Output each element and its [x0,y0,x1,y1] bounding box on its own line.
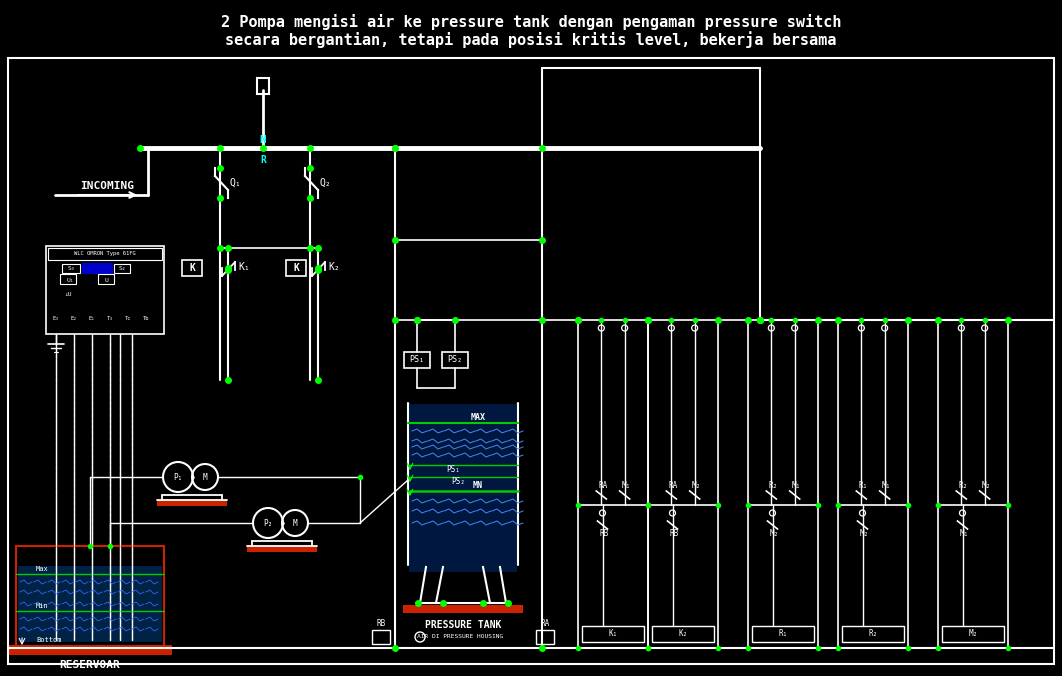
Bar [402,605,523,613]
Text: RB: RB [670,529,679,537]
Text: PS₂: PS₂ [447,356,462,364]
Text: R: R [260,155,266,165]
Text: U: U [104,278,108,283]
Text: RA: RA [541,619,550,627]
Text: S₀: S₀ [67,266,74,272]
Bar [247,546,316,552]
Text: E₂: E₂ [71,316,78,320]
Text: INCOMING: INCOMING [80,181,134,191]
Text: P₁: P₁ [173,473,183,481]
Bar [442,352,468,368]
Text: Max: Max [36,566,49,572]
Text: Q₂: Q₂ [320,178,331,188]
Text: R₂: R₂ [769,481,778,489]
Text: AIR DI PRESSURE HOUSING: AIR DI PRESSURE HOUSING [417,635,503,639]
Text: K₁: K₁ [238,262,250,272]
Text: PRESSURE TANK: PRESSURE TANK [425,620,501,630]
Bar [257,78,269,94]
Text: ↓U: ↓U [64,291,72,297]
Bar [82,263,112,273]
Bar [404,352,430,368]
Bar [114,264,130,273]
Text: K₂: K₂ [328,262,340,272]
Text: M: M [203,473,207,481]
Text: secara bergantian, tetapi pada posisi kritis level, bekerja bersama: secara bergantian, tetapi pada posisi kr… [225,32,837,49]
Text: M₁: M₁ [622,481,631,489]
Bar [8,645,172,655]
Bar [59,274,76,284]
Bar [582,626,644,642]
Text: K₁: K₁ [609,629,618,639]
Text: Bottom: Bottom [36,637,62,643]
Bar [46,246,164,334]
Text: Min: Min [36,603,49,609]
Bar [16,546,164,650]
Text: E₃: E₃ [53,316,59,320]
Text: U₁: U₁ [66,278,73,283]
Text: PS₁: PS₁ [446,466,460,475]
Text: R₂: R₂ [869,629,877,639]
Text: Tc: Tc [124,316,132,320]
Text: M: M [293,518,297,527]
Bar [652,626,714,642]
Text: RB: RB [600,529,610,537]
Bar [48,248,162,260]
Bar [409,404,517,572]
Text: WLC OMRON Type 61FG: WLC OMRON Type 61FG [74,251,136,256]
Text: M₂: M₂ [860,529,869,537]
Text: MAX: MAX [470,412,485,422]
Text: E₁: E₁ [89,316,96,320]
Text: RESERVOAR: RESERVOAR [59,660,120,670]
Text: P₂: P₂ [263,518,273,527]
Text: K: K [189,263,195,273]
Bar [536,630,554,644]
Text: RA: RA [669,481,678,489]
Text: S₂: S₂ [118,266,125,272]
Bar [842,626,904,642]
Text: M₂: M₂ [770,529,780,537]
Text: M₁: M₁ [792,481,802,489]
Bar [182,260,202,276]
Bar [62,264,80,273]
Text: Tb: Tb [142,316,150,320]
Text: M₁: M₁ [883,481,891,489]
Text: RA: RA [599,481,607,489]
Text: MN: MN [473,481,483,491]
Text: M₂: M₂ [692,481,701,489]
Bar [752,626,813,642]
Text: R₁: R₁ [859,481,868,489]
Bar [8,58,1054,664]
Text: Q₁: Q₁ [230,178,242,188]
Text: R₂: R₂ [959,481,967,489]
Bar [157,500,227,506]
Text: N: N [259,135,267,145]
Text: RB: RB [376,619,386,627]
Text: PS₂: PS₂ [451,477,465,487]
Bar [98,274,114,284]
Text: K: K [293,263,298,273]
Text: K₂: K₂ [679,629,687,639]
Bar [942,626,1004,642]
Text: M₂: M₂ [969,629,978,639]
Text: M₂: M₂ [982,481,991,489]
Text: R₁: R₁ [778,629,788,639]
Text: T₃: T₃ [107,316,114,320]
Text: M₁: M₁ [960,529,970,537]
Bar [18,566,162,642]
Text: PS₁: PS₁ [410,356,425,364]
Text: 2 Pompa mengisi air ke pressure tank dengan pengaman pressure switch: 2 Pompa mengisi air ke pressure tank den… [221,14,841,30]
Bar [286,260,306,276]
Bar [372,630,390,644]
